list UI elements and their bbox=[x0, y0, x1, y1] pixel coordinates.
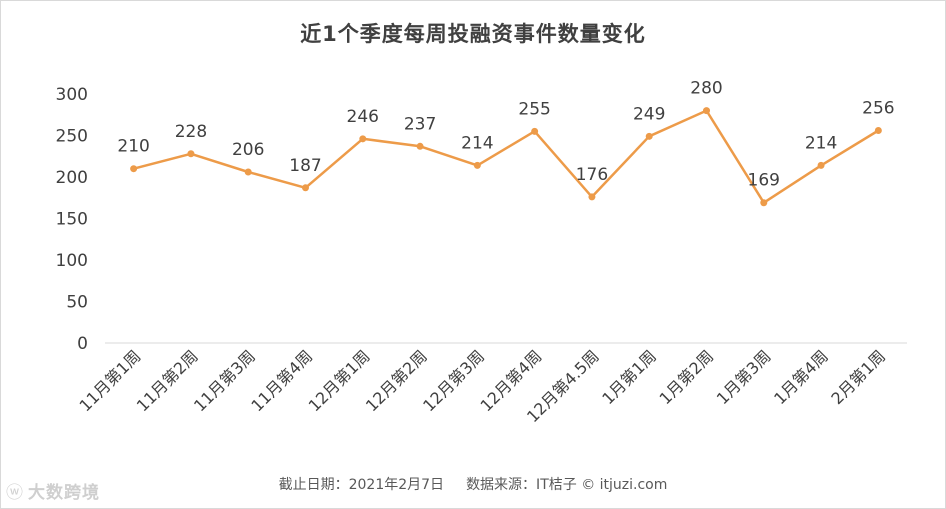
data-label: 237 bbox=[404, 114, 436, 134]
x-tick-label: 12月第1周 bbox=[305, 346, 374, 415]
data-point bbox=[187, 150, 195, 158]
data-point bbox=[531, 127, 539, 135]
y-tick-label: 50 bbox=[66, 293, 88, 313]
data-point bbox=[874, 127, 882, 135]
data-label: 255 bbox=[518, 99, 550, 119]
data-point bbox=[645, 132, 653, 140]
y-tick-label: 0 bbox=[77, 334, 88, 354]
data-label: 210 bbox=[117, 137, 149, 157]
data-label: 214 bbox=[805, 133, 837, 153]
data-label: 228 bbox=[175, 122, 207, 142]
x-tick-label: 12月第3周 bbox=[419, 346, 488, 415]
data-label: 256 bbox=[862, 99, 894, 119]
x-tick-label: 11月第1周 bbox=[75, 346, 144, 415]
data-source: 数据来源：IT桔子 © itjuzi.com bbox=[466, 477, 668, 493]
data-point bbox=[130, 165, 138, 173]
x-tick-label: 1月第1周 bbox=[598, 346, 660, 408]
chart-footer: 截止日期：2021年2月7日 数据来源：IT桔子 © itjuzi.com bbox=[0, 474, 946, 494]
data-label: 206 bbox=[232, 140, 264, 160]
x-tick-label: 11月第2周 bbox=[133, 346, 202, 415]
data-label: 214 bbox=[461, 133, 493, 153]
watermark: ⓦ 大数跨境 bbox=[6, 478, 100, 503]
y-tick-label: 300 bbox=[56, 85, 88, 105]
data-label: 249 bbox=[633, 104, 665, 124]
x-tick-label: 12月第2周 bbox=[362, 346, 431, 415]
data-point bbox=[416, 142, 424, 150]
data-label: 246 bbox=[347, 107, 379, 127]
cutoff-date: 截止日期：2021年2月7日 bbox=[278, 477, 445, 493]
data-point bbox=[588, 193, 596, 201]
data-label: 187 bbox=[289, 156, 321, 176]
weibo-icon: ⓦ bbox=[6, 483, 24, 503]
chart-title: 近1个季度每周投融资事件数量变化 bbox=[300, 22, 646, 46]
x-tick-label: 1月第2周 bbox=[656, 346, 718, 408]
data-point bbox=[244, 168, 252, 176]
y-tick-label: 100 bbox=[56, 251, 88, 271]
data-label: 176 bbox=[576, 165, 608, 185]
series-line bbox=[133, 109, 880, 204]
x-tick-label: 11月第3周 bbox=[190, 346, 259, 415]
data-point bbox=[359, 135, 367, 143]
data-point bbox=[817, 161, 825, 169]
x-tick-label: 11月第4周 bbox=[247, 346, 316, 415]
data-point bbox=[703, 107, 710, 115]
x-tick-label: 1月第4周 bbox=[770, 346, 832, 408]
data-point bbox=[302, 184, 309, 192]
y-tick-label: 150 bbox=[56, 210, 88, 230]
y-tick-label: 250 bbox=[56, 127, 88, 147]
data-point bbox=[473, 161, 481, 169]
data-label: 169 bbox=[748, 171, 780, 191]
watermark-text: 大数跨境 bbox=[28, 483, 100, 503]
y-tick-label: 200 bbox=[56, 168, 88, 188]
data-point bbox=[760, 199, 768, 207]
x-tick-label: 2月第1周 bbox=[827, 346, 889, 408]
data-label: 280 bbox=[690, 79, 722, 99]
x-tick-label: 1月第3周 bbox=[713, 346, 775, 408]
